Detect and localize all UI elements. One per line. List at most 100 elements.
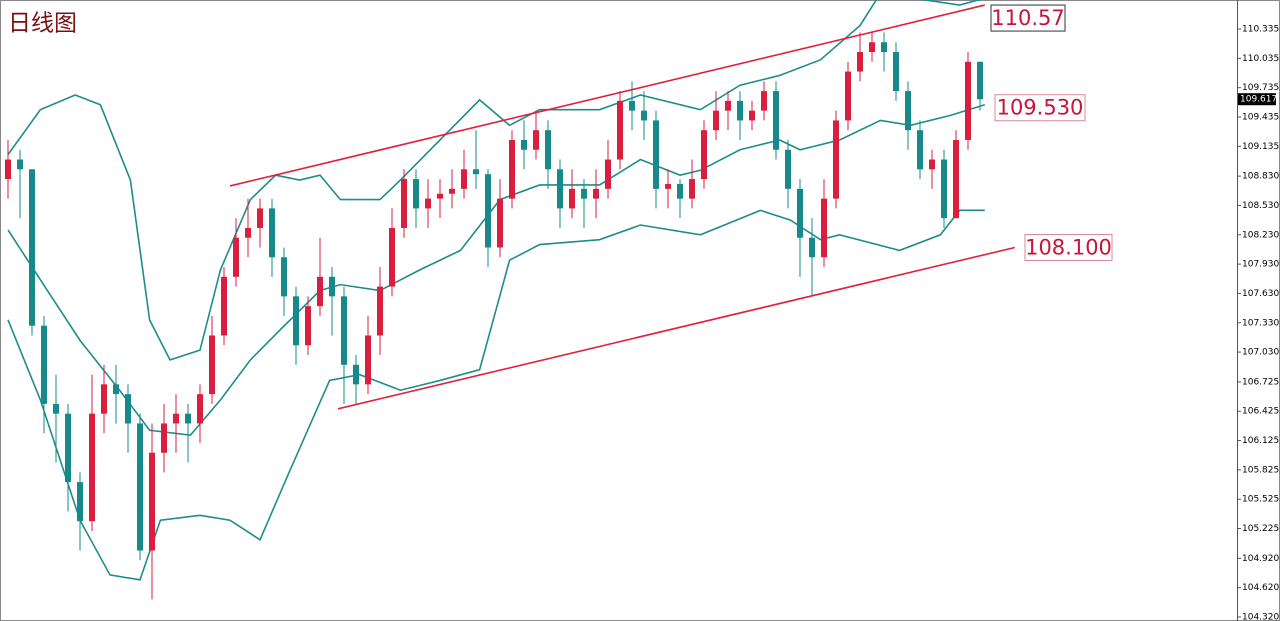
candle-body <box>593 188 599 199</box>
candle-body <box>797 188 803 238</box>
candle-body <box>485 174 491 248</box>
y-tick-label: 107.930 <box>1242 260 1279 270</box>
candle-body <box>233 237 239 277</box>
y-tick-label: 106.725 <box>1242 377 1279 387</box>
candle-body <box>629 100 635 111</box>
trendline <box>337 246 1015 410</box>
candle-body <box>713 110 719 131</box>
trendline <box>229 4 985 187</box>
candle-body <box>569 188 575 209</box>
y-tick-label: 110.035 <box>1242 54 1279 64</box>
candle-body <box>677 183 683 199</box>
candle-body <box>149 452 155 551</box>
candle-body <box>293 296 299 346</box>
candle-body <box>257 208 263 228</box>
candle-body <box>785 149 791 189</box>
candle-body <box>389 227 395 287</box>
candle-body <box>905 91 911 131</box>
candle-body <box>605 159 611 189</box>
candle-body <box>317 276 323 307</box>
candle-body <box>701 130 707 180</box>
price-label-box <box>1024 234 1113 262</box>
candle-body <box>137 423 143 551</box>
candle-body <box>641 110 647 121</box>
candle-body <box>737 100 743 121</box>
candle-body <box>425 198 431 209</box>
y-tick-label: 109.135 <box>1242 142 1279 152</box>
price-label: 108.100 <box>1025 236 1112 260</box>
y-tick-label: 106.425 <box>1242 407 1279 417</box>
candle-body <box>893 52 899 92</box>
y-tick-label: 108.230 <box>1242 230 1279 240</box>
last-price-label: 109.617 <box>1240 95 1277 105</box>
y-tick-label: 109.735 <box>1242 83 1279 93</box>
candle-body <box>617 100 623 160</box>
y-tick-label: 108.830 <box>1242 172 1279 182</box>
candle-body <box>437 193 443 199</box>
candle-body <box>197 394 203 424</box>
candle-body <box>653 120 659 189</box>
candle-body <box>5 159 11 180</box>
candle-body <box>125 394 131 424</box>
candle-body <box>209 335 215 395</box>
candle-body <box>845 71 851 121</box>
candle-body <box>665 183 671 189</box>
candle-body <box>581 188 587 199</box>
candle-body <box>365 335 371 385</box>
candle-body <box>185 413 191 424</box>
y-tick-label: 107.030 <box>1242 348 1279 358</box>
y-tick-label: 109.435 <box>1242 113 1279 123</box>
candle-body <box>725 100 731 111</box>
candle-body <box>269 208 275 258</box>
candle-body <box>869 42 875 53</box>
candle-body <box>221 276 227 336</box>
candle-body <box>497 198 503 248</box>
candle-body <box>689 179 695 199</box>
candle-body <box>101 384 107 414</box>
y-tick-label: 105.525 <box>1242 495 1279 505</box>
candle-body <box>977 61 983 100</box>
candle-body <box>881 42 887 53</box>
candle-body <box>545 130 551 170</box>
candle-body <box>953 139 959 219</box>
bollinger-band <box>7 104 986 437</box>
candle-body <box>341 296 347 365</box>
candle-body <box>53 403 59 414</box>
candle-body <box>449 188 455 194</box>
y-tick-label: 104.920 <box>1242 554 1279 564</box>
y-tick-label: 106.125 <box>1242 436 1279 446</box>
candle-body <box>773 91 779 150</box>
y-tick-label: 108.530 <box>1242 201 1279 211</box>
candle-body <box>413 179 419 209</box>
last-price-tag <box>1238 93 1276 106</box>
candle-body <box>833 120 839 199</box>
chart-title: 日线图 <box>8 11 77 37</box>
candle-body <box>473 169 479 175</box>
candle-body <box>305 306 311 346</box>
y-tick-label: 105.225 <box>1242 524 1279 534</box>
candle-body <box>401 179 407 228</box>
candle-body <box>857 52 863 72</box>
candle-body <box>557 169 563 209</box>
candle-body <box>161 423 167 453</box>
price-label: 110.57 <box>991 6 1064 30</box>
y-tick-label: 107.630 <box>1242 289 1279 299</box>
candle-body <box>77 482 83 522</box>
candle-body <box>353 364 359 385</box>
price-label-box <box>990 4 1066 32</box>
candle-body <box>809 237 815 258</box>
y-tick-label: 107.330 <box>1242 318 1279 328</box>
candle-body <box>173 413 179 424</box>
candle-body <box>509 139 515 199</box>
candle-body <box>329 276 335 297</box>
candle-body <box>941 159 947 219</box>
plot-area <box>5 0 986 600</box>
candle-body <box>41 325 47 404</box>
y-tick-label: 105.825 <box>1242 465 1279 475</box>
candle-body <box>29 169 35 326</box>
price-label-box <box>994 94 1086 122</box>
bollinger-band <box>7 0 982 361</box>
candle-body <box>65 413 71 483</box>
candle-body <box>821 198 827 258</box>
candle-body <box>281 257 287 297</box>
